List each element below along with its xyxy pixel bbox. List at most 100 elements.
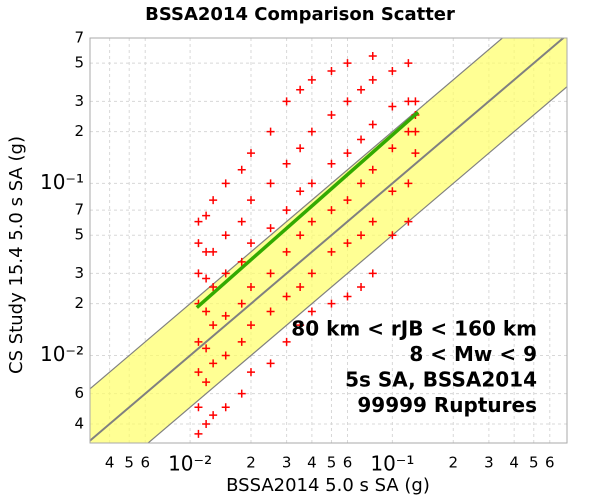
point: [237, 165, 246, 174]
point: [296, 187, 305, 196]
point: [194, 239, 203, 248]
fit-line: [195, 110, 420, 309]
point: [388, 67, 397, 76]
point: [388, 187, 397, 196]
x-tick-label: 6: [140, 454, 150, 472]
point: [296, 321, 305, 330]
x-tick-label: 4: [105, 454, 115, 472]
point: [327, 110, 336, 119]
point: [237, 299, 246, 308]
point: [368, 165, 377, 174]
y-tick-label: 6: [74, 384, 84, 402]
point: [202, 307, 211, 316]
annotation: 99999 Ruptures: [357, 393, 537, 417]
y-tick-label: 5: [74, 54, 84, 72]
point: [202, 344, 211, 353]
y-tick-label: 2: [74, 122, 84, 140]
point: [209, 359, 218, 368]
point: [357, 179, 366, 188]
point: [209, 283, 218, 292]
point: [343, 149, 352, 158]
y-tick-label: 5: [74, 226, 84, 244]
point: [194, 269, 203, 278]
point: [221, 311, 230, 320]
plot-frame: [89, 37, 568, 444]
point: [194, 217, 203, 226]
x-tick-label: 4: [509, 454, 519, 472]
annotation: 80 km < rJB < 160 km: [291, 317, 537, 341]
point: [404, 179, 413, 188]
point: [209, 411, 218, 420]
point: [307, 179, 316, 188]
point: [209, 196, 218, 205]
point: [237, 337, 246, 346]
point: [282, 247, 291, 256]
point: [343, 59, 352, 68]
point: [357, 283, 366, 292]
x-tick-label: 10⁻¹: [370, 452, 414, 476]
point: [327, 159, 336, 168]
point: [307, 75, 316, 84]
point: [266, 224, 275, 233]
x-tick-label: 3: [484, 454, 494, 472]
point: [368, 75, 377, 84]
x-tick-label: 5: [124, 454, 134, 472]
y-tick-label: 10⁻¹: [40, 170, 84, 194]
point: [343, 292, 352, 301]
x-tick-label: 6: [545, 454, 555, 472]
x-tick-label: 10⁻²: [168, 452, 212, 476]
point: [343, 97, 352, 106]
point: [266, 359, 275, 368]
point: [368, 217, 377, 226]
point: [266, 269, 275, 278]
point: [282, 97, 291, 106]
point: [266, 307, 275, 316]
point: [202, 419, 211, 428]
point: [194, 337, 203, 346]
point: [246, 283, 255, 292]
point: [202, 247, 211, 256]
point: [404, 127, 413, 136]
y-tick-label: 3: [74, 92, 84, 110]
point: [246, 321, 255, 330]
point: [296, 231, 305, 240]
x-tick-label: 6: [343, 454, 353, 472]
y-tick-label: 7: [74, 201, 84, 219]
point: [307, 307, 316, 316]
point: [296, 85, 305, 94]
x-tick-label: 5: [529, 454, 539, 472]
y-tick-label: 4: [74, 414, 84, 432]
point: [388, 102, 397, 111]
x-tick-label: 2: [246, 454, 256, 472]
point: [343, 196, 352, 205]
point: [307, 127, 316, 136]
point: [237, 389, 246, 398]
band: [90, 38, 567, 443]
point: [246, 239, 255, 248]
point: [237, 257, 246, 266]
point: [202, 378, 211, 387]
chart-title: BSSA2014 Comparison Scatter: [145, 4, 455, 25]
point: [221, 351, 230, 360]
point: [221, 179, 230, 188]
point: [282, 292, 291, 301]
annotation: 8 < Mw < 9: [409, 342, 537, 366]
point: [209, 321, 218, 330]
y-tick-label: 10⁻²: [40, 342, 84, 366]
point: [246, 196, 255, 205]
point: [368, 120, 377, 129]
x-tick-label: 4: [307, 454, 317, 472]
point: [357, 231, 366, 240]
point: [246, 368, 255, 377]
y-tick-label: 3: [74, 264, 84, 282]
point: [266, 127, 275, 136]
point: [202, 211, 211, 220]
point: [327, 67, 336, 76]
point: [246, 149, 255, 158]
point: [282, 159, 291, 168]
point: [194, 368, 203, 377]
point: [343, 239, 352, 248]
point: [282, 206, 291, 215]
point: [368, 52, 377, 61]
